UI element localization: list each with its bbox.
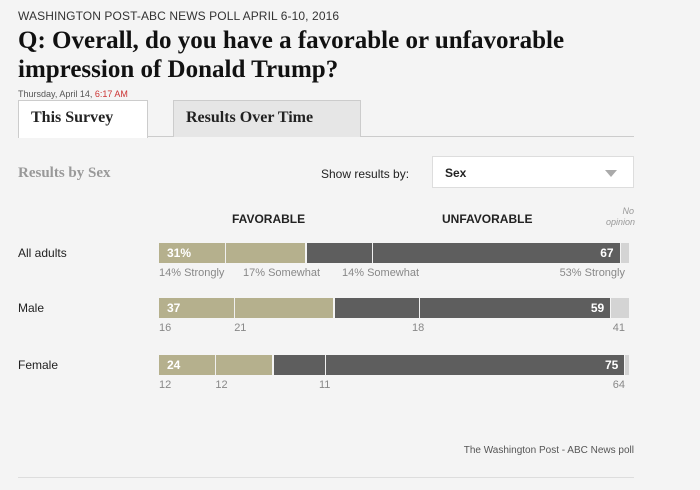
somewhat-favorable-label: 17% Somewhat — [243, 267, 321, 279]
favorable-segment — [159, 243, 305, 263]
results-title: Results by Sex — [18, 165, 111, 181]
somewhat-favorable-label: 21 — [234, 322, 247, 334]
stacked-bar: 31% 67 — [159, 243, 629, 263]
unfavorable-value-label: 67 — [600, 246, 614, 260]
selected-value: Sex — [445, 166, 467, 180]
bottom-divider — [18, 477, 634, 478]
chevron-down-icon — [605, 170, 617, 177]
tab-this-survey[interactable]: This Survey — [18, 100, 148, 138]
unfavorable-segment — [334, 298, 611, 318]
unfavorable-segment — [306, 243, 620, 263]
strong-somewhat-divider — [234, 298, 236, 318]
results-by-select[interactable]: Sex — [432, 156, 634, 188]
favorable-value-label: 24 — [167, 358, 181, 372]
no-opinion-header: No opinion — [606, 206, 636, 227]
unfavorable-header: UNFAVORABLE — [442, 212, 533, 226]
no-opinion-segment — [611, 298, 629, 318]
show-results-label: Show results by: — [321, 167, 410, 181]
favorable-value-label: 37 — [167, 301, 181, 315]
stacked-bar: 37 59 — [159, 298, 629, 318]
source-credit: The Washington Post - ABC News poll — [463, 445, 634, 456]
timestamp-date: Thursday, April 14, — [18, 89, 93, 99]
timestamp: Thursday, April 14, 6:17 AM — [18, 89, 128, 99]
somewhat-favorable-label: 12 — [215, 379, 228, 391]
no-opinion-segment — [625, 355, 629, 375]
strong-somewhat-divider — [224, 243, 226, 263]
tab-results-over-time[interactable]: Results Over Time — [173, 100, 361, 137]
strong-favorable-label: 16 — [159, 322, 172, 334]
unfavorable-value-label: 59 — [590, 301, 605, 315]
somewhat-strong-divider — [324, 355, 326, 375]
unfavorable-segment — [273, 355, 625, 375]
strong-unfavorable-label: 41 — [612, 322, 625, 334]
somewhat-unfavorable-label: 11 — [319, 379, 331, 391]
row-label: All adults — [18, 246, 67, 260]
strong-somewhat-divider — [215, 355, 217, 375]
strong-unfavorable-label: 53% Strongly — [559, 267, 625, 279]
favorable-segment — [159, 298, 333, 318]
unfavorable-value-label: 75 — [604, 358, 619, 372]
poll-kicker: WASHINGTON POST-ABC NEWS POLL APRIL 6-10… — [18, 9, 340, 23]
somewhat-strong-divider — [418, 298, 420, 318]
somewhat-unfavorable-label: 18 — [412, 322, 425, 334]
stacked-bar: 24 75 — [159, 355, 629, 375]
no-opinion-segment — [620, 243, 629, 263]
strong-unfavorable-label: 64 — [612, 379, 625, 391]
favorable-header: FAVORABLE — [232, 212, 306, 226]
somewhat-unfavorable-label: 14% Somewhat — [342, 267, 420, 279]
favorable-value-label: 31% — [167, 246, 192, 260]
somewhat-strong-divider — [371, 243, 373, 263]
strong-favorable-label: 12 — [159, 379, 172, 391]
timestamp-time: 6:17 AM — [94, 89, 128, 99]
strong-favorable-label: 14% Strongly — [159, 267, 225, 279]
row-label: Male — [18, 301, 45, 315]
row-label: Female — [18, 358, 59, 372]
question-title: Q: Overall, do you have a favorable or u… — [18, 27, 565, 83]
tab-bar: This Survey Results Over Time — [18, 100, 634, 138]
